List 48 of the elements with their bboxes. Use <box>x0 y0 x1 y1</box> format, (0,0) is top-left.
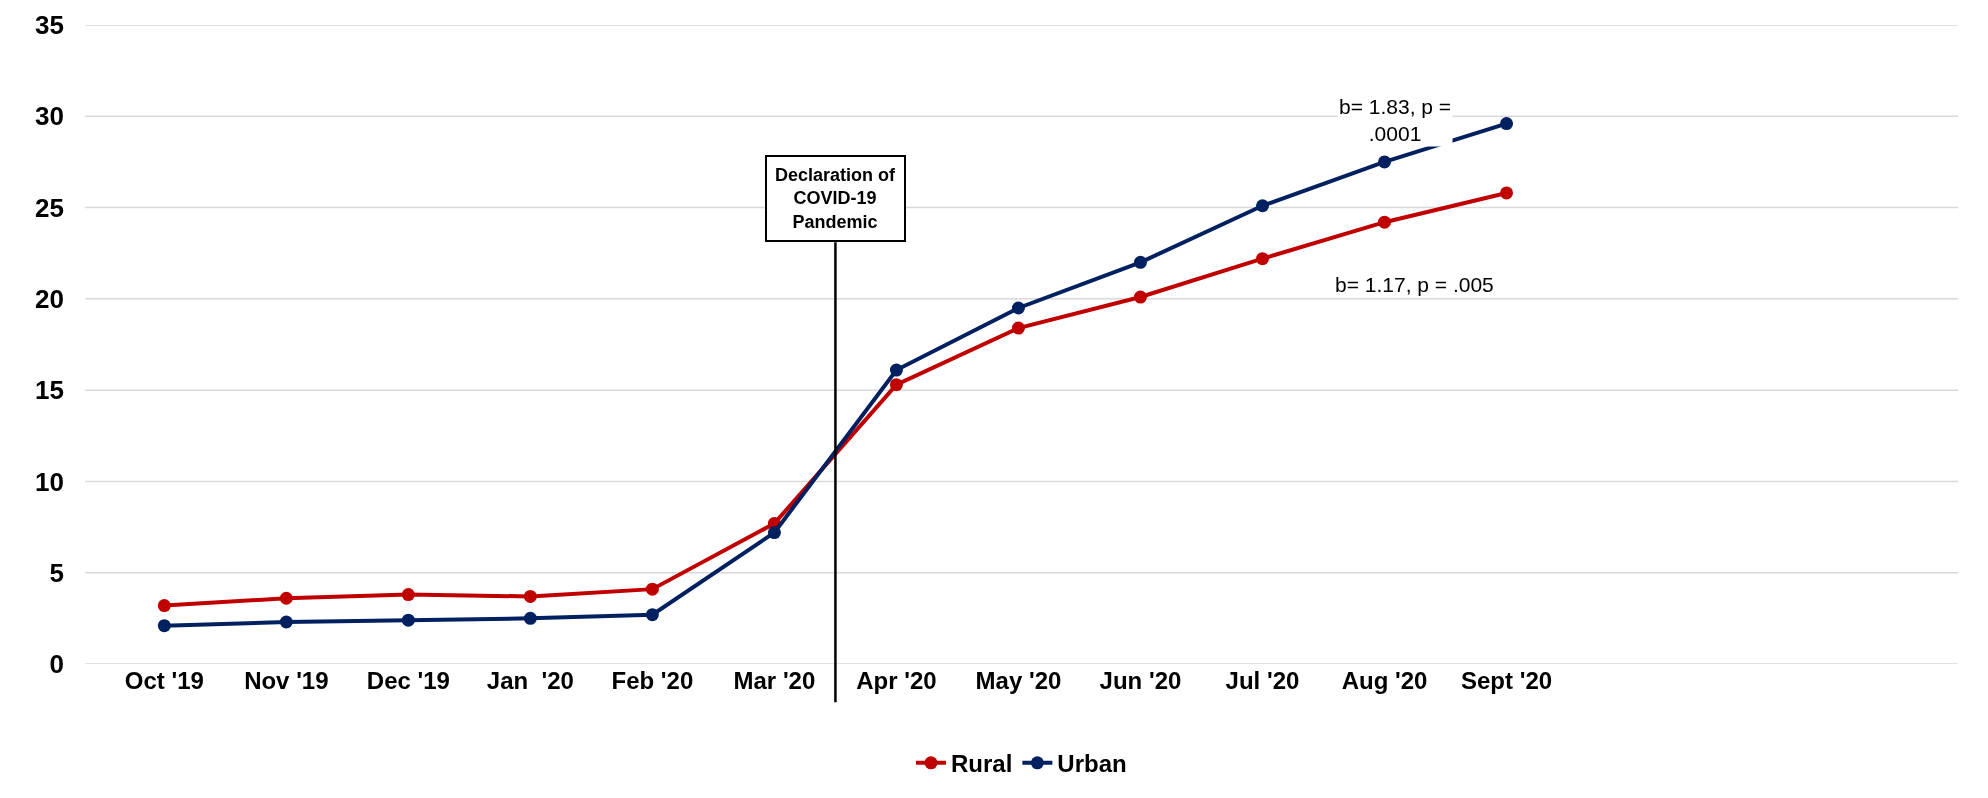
annotation: Declaration of COVID-19 Pandemic <box>775 165 897 232</box>
y-tick-label: 10 <box>35 466 64 497</box>
x-tick-label: Mar '20 <box>733 667 816 694</box>
point <box>523 611 537 625</box>
y-tick-label: 0 <box>49 649 64 680</box>
point <box>523 589 537 603</box>
x-tick-label: Jun '20 <box>1099 667 1182 694</box>
point <box>1011 321 1025 335</box>
x-tick-label: Nov '19 <box>244 667 329 694</box>
point <box>889 378 903 392</box>
point <box>279 615 293 629</box>
x-tick-label: Oct '19 <box>124 667 204 694</box>
x-tick-label: Dec '19 <box>366 667 450 694</box>
legend-label: Rural <box>951 750 1013 778</box>
x-tick-label: May '20 <box>975 667 1062 694</box>
point <box>401 588 415 602</box>
point <box>1500 186 1514 200</box>
x-tick-label: Sept '20 <box>1460 667 1553 694</box>
y-tick-label: 20 <box>35 283 64 314</box>
x-tick-label: Jul '20 <box>1225 667 1300 694</box>
annotation: b= 1.17, p = .005 <box>1335 273 1494 296</box>
point <box>645 582 659 596</box>
point <box>1011 301 1025 315</box>
y-tick-label: 25 <box>35 192 64 223</box>
point <box>1500 117 1514 131</box>
y-tick-label: 30 <box>35 101 64 132</box>
point <box>157 619 171 633</box>
point <box>645 608 659 622</box>
y-tick-label: 35 <box>35 10 64 41</box>
point <box>401 613 415 627</box>
x-tick-label: Aug '20 <box>1341 667 1428 694</box>
point <box>1378 155 1392 169</box>
x-tick-label: Feb '20 <box>611 667 694 694</box>
point <box>1133 255 1147 269</box>
x-tick-label: Jan '20 <box>486 667 574 694</box>
point <box>889 363 903 377</box>
point <box>1256 252 1269 266</box>
point <box>279 591 293 605</box>
point <box>767 526 781 540</box>
legend-label: Urban <box>1057 750 1127 778</box>
point <box>157 599 171 613</box>
y-tick-label: 5 <box>49 557 64 588</box>
point <box>1378 215 1392 229</box>
point <box>1256 199 1269 213</box>
y-tick-label: 15 <box>35 375 64 406</box>
annotation: b= 1.83, p = .0001 <box>1339 95 1452 146</box>
point <box>1133 290 1147 304</box>
x-tick-label: Apr '20 <box>856 667 937 694</box>
